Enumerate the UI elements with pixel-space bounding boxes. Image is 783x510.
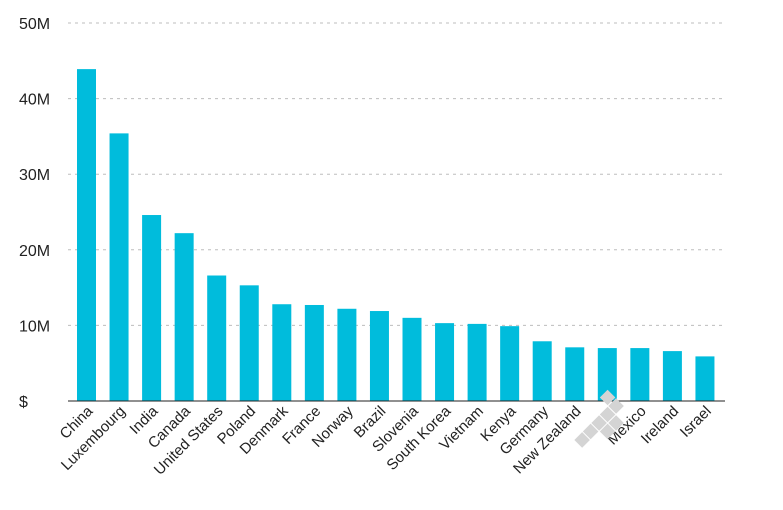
bar [597,348,617,401]
x-tick-label: Ireland [638,403,682,447]
redaction-block [608,398,624,414]
y-tick-label: $ [19,394,28,411]
bar [369,311,389,401]
bar [77,69,96,401]
bar [435,323,455,401]
bar [174,233,194,401]
bar [532,341,552,401]
y-tick-label: 30M [19,167,50,184]
bar [239,285,259,401]
bars [77,69,715,401]
x-tick-label: Israel [677,403,715,441]
bar [662,351,682,401]
y-tick-label: 20M [19,243,50,260]
bar [565,347,585,401]
bar [695,356,715,401]
bar [207,275,227,401]
bar [402,317,422,401]
bar [500,326,520,401]
gridlines [68,22,725,326]
y-tick-label: 10M [19,318,50,335]
bar [337,308,357,401]
y-tick-label: 40M [19,92,50,109]
redaction-block [608,415,624,431]
bar [109,133,129,401]
y-tick-label: 50M [19,16,50,33]
bar [304,304,324,401]
bar [467,323,487,401]
bar [630,348,650,401]
y-axis-ticks: $10M 20M 30M 40M 50M [19,16,50,411]
bar [272,304,292,401]
bar [142,215,162,401]
